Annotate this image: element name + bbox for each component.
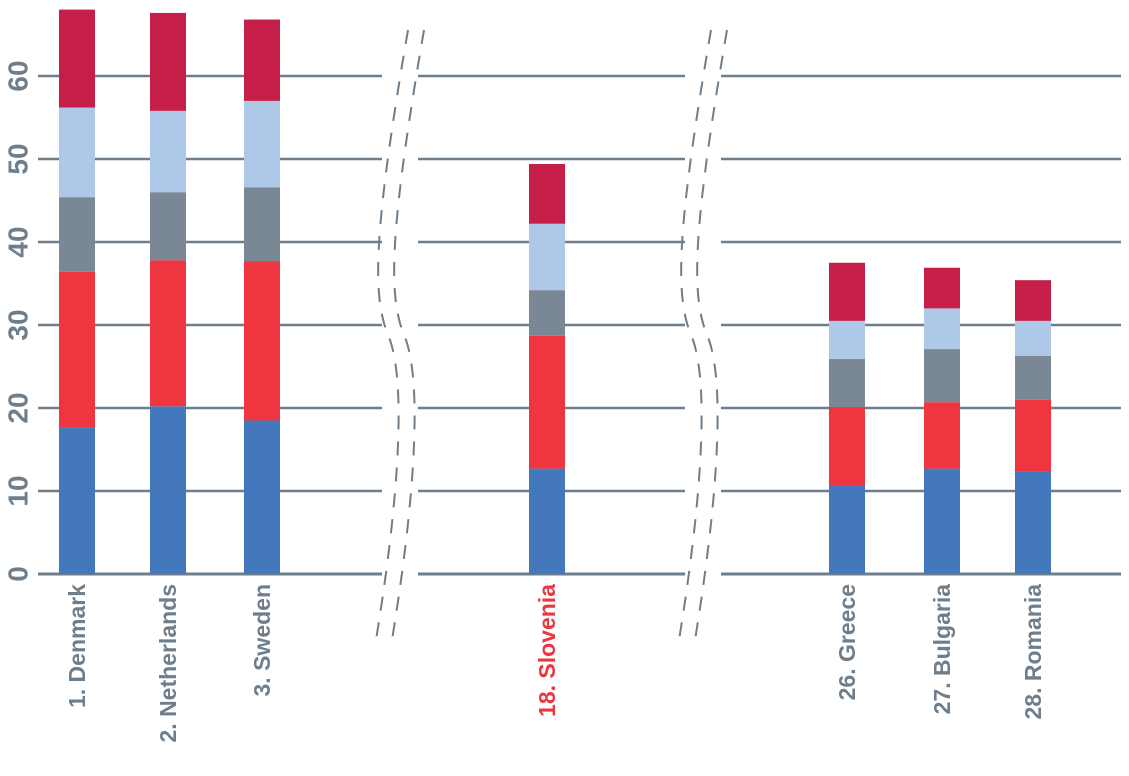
bar-segment [924, 267, 960, 309]
bar-segment [924, 468, 960, 574]
bar-segment [1015, 320, 1051, 356]
bar-segment [59, 197, 95, 272]
bar-segment [150, 260, 186, 407]
y-tick-label: 30 [3, 309, 34, 340]
bar-segment [244, 100, 280, 188]
bar-segment [924, 349, 960, 403]
bar-segment [1015, 355, 1051, 400]
bar-segment [829, 359, 865, 408]
bar-segment [244, 19, 280, 101]
bar-segment [924, 402, 960, 469]
bar-segment [244, 187, 280, 262]
bar-segment [244, 420, 280, 574]
axis-break-gap [382, 20, 418, 638]
bar-segment [829, 407, 865, 487]
bar-segment [829, 486, 865, 574]
category-label: 28. Romania [1020, 584, 1046, 720]
bar-segment [150, 406, 186, 574]
bar-segment [59, 427, 95, 574]
category-label: 18. Slovenia [534, 584, 560, 717]
bar-segment [1015, 399, 1051, 472]
bar-segment [59, 9, 95, 108]
axis-breaks [375, 20, 728, 641]
y-axis-ticks: 0 10 20 30 40 50 60 [3, 60, 34, 581]
bar-segment [529, 290, 565, 336]
axis-break-line [694, 29, 728, 641]
bar-segment [829, 320, 865, 360]
bar-segment [59, 271, 95, 428]
axis-break-gap [685, 20, 721, 638]
bar-segment [529, 468, 565, 574]
category-label: 1. Denmark [64, 584, 90, 708]
bars [59, 9, 1051, 574]
bar-segment [244, 261, 280, 421]
bar-segment [150, 110, 186, 193]
bar-segment [529, 163, 565, 224]
y-tick-label: 50 [3, 143, 34, 174]
category-labels: 1. Denmark 2. Netherlands 3. Sweden 18. Slo… [64, 584, 1046, 743]
bar-segment [529, 335, 565, 469]
axis-break-line [678, 29, 712, 641]
bar-segment [1015, 280, 1051, 321]
bar-segment [924, 308, 960, 350]
bar-segment [59, 107, 95, 198]
category-label: 27. Bulgaria [929, 584, 955, 715]
bar-segment [529, 223, 565, 291]
bar-segment [150, 192, 186, 261]
bar-segment [150, 12, 186, 111]
y-tick-label: 40 [3, 226, 34, 257]
y-tick-label: 0 [3, 566, 34, 582]
bar-segment [829, 262, 865, 321]
y-tick-label: 60 [3, 60, 34, 91]
category-label: 2. Netherlands [155, 584, 181, 743]
axis-break-line [375, 29, 409, 641]
category-label: 26. Greece [834, 584, 860, 700]
y-tick-label: 10 [3, 475, 34, 506]
y-tick-label: 20 [3, 392, 34, 423]
bar-segment [1015, 471, 1051, 574]
axis-break-line [391, 29, 425, 641]
category-label: 3. Sweden [249, 584, 275, 696]
